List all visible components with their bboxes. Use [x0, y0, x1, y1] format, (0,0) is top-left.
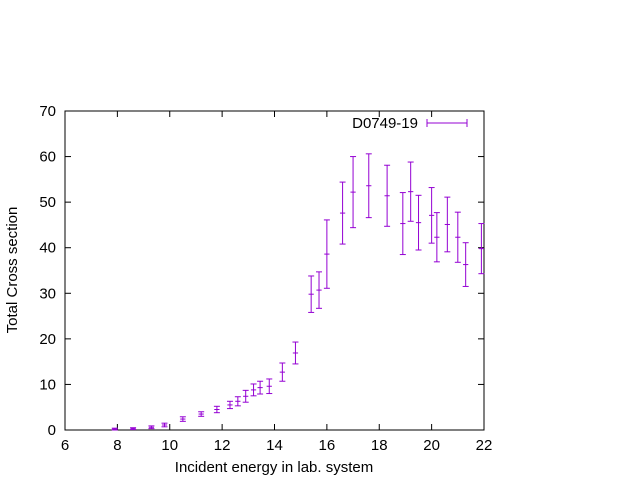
data-point: [130, 427, 137, 431]
y-axis-label: Total Cross section: [4, 207, 21, 334]
x-tick-label: 18: [371, 437, 388, 454]
y-tick-label: 20: [39, 331, 56, 348]
data-series: [111, 153, 485, 431]
y-tick-label: 0: [48, 422, 56, 439]
plot-frame: [64, 110, 485, 431]
data-point: [279, 362, 286, 382]
tick-marks: [64, 110, 485, 431]
x-tick-label: 22: [476, 437, 493, 454]
x-tick-label: 12: [214, 437, 231, 454]
y-tick-label: 40: [39, 240, 56, 257]
data-point: [350, 156, 357, 229]
data-point: [365, 153, 372, 219]
x-tick-label: 20: [423, 437, 440, 454]
data-point: [111, 427, 118, 431]
x-tick-label: 16: [319, 437, 336, 454]
x-tick-label: 8: [113, 437, 121, 454]
data-point: [161, 422, 168, 428]
data-point: [198, 411, 205, 417]
legend-sample: [426, 119, 468, 127]
y-tick-label: 60: [39, 149, 56, 166]
data-point: [213, 405, 220, 414]
data-point: [242, 389, 249, 403]
legend: D0749-19: [352, 115, 468, 132]
data-point: [266, 378, 273, 395]
data-point: [444, 196, 451, 253]
data-point: [462, 242, 469, 287]
data-point: [399, 192, 406, 256]
data-point: [323, 219, 330, 289]
x-tick-label: 6: [61, 437, 69, 454]
data-point: [148, 425, 155, 430]
legend-label: D0749-19: [352, 115, 418, 132]
x-axis-label: Incident energy in lab. system: [175, 459, 373, 476]
data-point: [257, 380, 264, 395]
data-point: [292, 341, 299, 365]
data-point: [179, 416, 186, 422]
data-point: [478, 223, 485, 275]
data-point: [250, 383, 257, 397]
data-point: [407, 161, 414, 222]
data-point: [308, 275, 315, 313]
data-point: [415, 194, 422, 251]
data-point: [226, 400, 233, 410]
data-point: [384, 164, 391, 227]
x-tick-label: 10: [161, 437, 178, 454]
data-point: [428, 187, 435, 244]
data-point: [454, 211, 461, 263]
y-tick-label: 30: [39, 285, 56, 302]
data-point: [234, 396, 241, 407]
y-tick-label: 50: [39, 194, 56, 211]
x-tick-label: 14: [266, 437, 283, 454]
data-point: [316, 271, 323, 309]
y-tick-label: 10: [39, 376, 56, 393]
data-point: [433, 212, 440, 263]
tick-labels: 6 8 10 12 14 16 18 20 22 0 10 20 30 40 50 60 70: [39, 103, 492, 454]
y-tick-label: 70: [39, 103, 56, 120]
data-point: [339, 181, 346, 245]
